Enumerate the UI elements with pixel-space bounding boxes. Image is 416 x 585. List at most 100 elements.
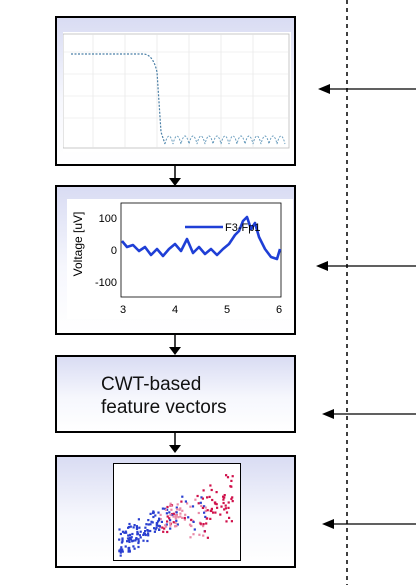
scatter-point (135, 527, 139, 530)
scatter-point (139, 530, 142, 533)
scatter-point (179, 507, 182, 510)
scatter-point (154, 514, 157, 517)
scatter-point (227, 501, 230, 504)
side-arrow-1 (318, 84, 416, 94)
scatter-point (128, 540, 131, 543)
scatter-point (166, 520, 169, 523)
scatter-point (214, 511, 217, 514)
legend-label: F3-Fp1 (225, 222, 260, 234)
stage-4-panel (55, 455, 296, 568)
scatter-point (224, 507, 227, 510)
scatter-point (119, 554, 122, 557)
scatter-point (152, 510, 155, 513)
filter-response-svg (62, 33, 290, 149)
scatter-point (147, 532, 150, 535)
scatter-point (174, 515, 177, 518)
scatter-point (156, 522, 159, 525)
scatter-point (205, 522, 208, 525)
scatter-point (143, 532, 147, 535)
scatter-point (187, 516, 190, 519)
scatter-point (147, 523, 150, 526)
scatter-point (223, 496, 226, 499)
scatter-point (171, 513, 174, 517)
scatter-point (147, 519, 150, 522)
scatter-point (147, 529, 150, 532)
scatter-point (133, 524, 136, 527)
scatter-point (184, 500, 187, 503)
scatter-point (149, 523, 152, 526)
scatter-point (155, 524, 158, 527)
scatter-point (118, 528, 121, 531)
scatter-point (151, 511, 155, 515)
scatter-point (133, 547, 136, 550)
x-tick-5: 5 (224, 304, 230, 316)
scatter-point (169, 514, 172, 517)
scatter-point (198, 533, 201, 536)
scatter-point (176, 503, 179, 506)
scatter-point (128, 526, 131, 529)
scatter-point (189, 536, 192, 539)
scatter-point (119, 551, 122, 554)
scatter-point (135, 537, 138, 540)
scatter-point (157, 519, 161, 522)
scatter-point (137, 541, 140, 545)
scatter-point (184, 513, 187, 516)
scatter-point (137, 540, 140, 543)
scatter-point (165, 523, 168, 526)
scatter-point (132, 526, 135, 529)
scatter-point (156, 520, 160, 523)
scatter-point (189, 505, 192, 508)
scatter-point (123, 531, 126, 534)
scatter-point (212, 511, 215, 514)
scatter-point (165, 525, 168, 528)
scatter-point (201, 506, 204, 509)
scatter-point (164, 508, 167, 511)
scatter-point (142, 539, 145, 542)
scatter-point (162, 530, 165, 533)
scatter-point (176, 508, 179, 511)
scatter-point (190, 518, 193, 522)
scatter-point (146, 539, 149, 543)
scatter-point (134, 539, 137, 542)
scatter-point (181, 495, 184, 498)
scatter-point (168, 517, 171, 520)
scatter-point (179, 515, 182, 518)
scatter-point (120, 541, 123, 544)
y-axis-label: Voltage [uV] (71, 212, 85, 277)
scatter-point (176, 523, 179, 526)
scatter-point (128, 538, 131, 541)
x-tick-4: 4 (172, 304, 178, 316)
scatter-point (150, 520, 153, 523)
scatter-point (153, 527, 156, 530)
scatter-point (158, 528, 161, 531)
signal-plot: Voltage [uV] 100 0 -100 F3-Fp1 3 4 5 6 (67, 199, 293, 319)
scatter-point (206, 536, 209, 539)
scatter-point (119, 548, 122, 551)
scatter-point (152, 515, 155, 519)
scatter-point (194, 498, 197, 501)
scatter-point (193, 528, 196, 531)
scatter-point (220, 505, 223, 508)
scatter-point (121, 538, 124, 541)
scatter-point (172, 521, 175, 524)
scatter-point (174, 517, 177, 520)
scatter-point (144, 530, 147, 533)
scatter-point (128, 536, 131, 539)
scatter-point (137, 545, 140, 549)
scatter-point (164, 524, 167, 527)
scatter-point (169, 502, 172, 505)
x-tick-6: 6 (276, 304, 282, 316)
scatter-point (178, 508, 181, 511)
scatter-point (203, 511, 206, 514)
scatter-point (128, 550, 131, 553)
scatter-point (137, 518, 140, 521)
flow-arrow-3 (169, 433, 181, 453)
scatter-point (230, 520, 233, 523)
scatter-point (129, 525, 132, 528)
scatter-point (161, 507, 164, 510)
scatter-point (222, 498, 225, 501)
scatter-point (214, 502, 217, 505)
scatter-point (161, 526, 164, 529)
side-arrow-4 (322, 519, 416, 529)
